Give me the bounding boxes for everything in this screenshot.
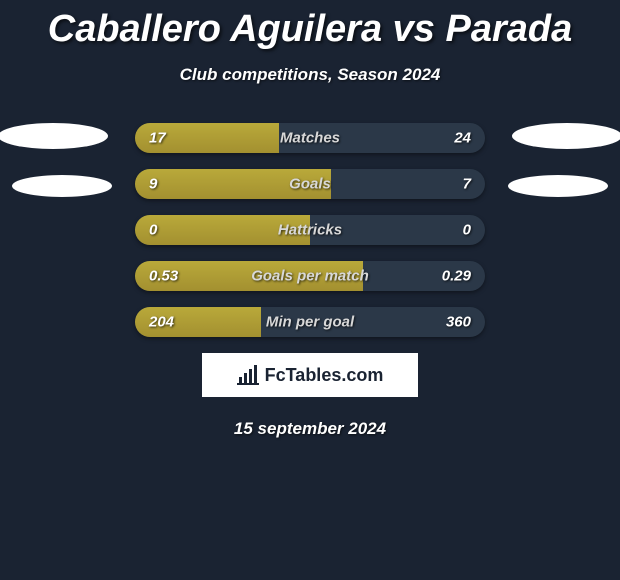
- stat-row: 0.53 Goals per match 0.29: [135, 261, 485, 291]
- stat-label: Goals: [289, 176, 331, 193]
- stat-row: 204 Min per goal 360: [135, 307, 485, 337]
- stat-bars: 17 Matches 24 9 Goals 7 0 Hattricks 0 0.53 Goals p…: [135, 123, 485, 337]
- stat-value-right: 0.29: [442, 268, 471, 285]
- stat-row: 9 Goals 7: [135, 169, 485, 199]
- stat-value-left: 204: [149, 314, 174, 331]
- subtitle: Club competitions, Season 2024: [0, 65, 620, 85]
- stat-value-right: 7: [463, 176, 471, 193]
- team-right-photo-placeholder: [508, 175, 608, 197]
- stat-label: Min per goal: [266, 314, 354, 331]
- stats-content: 17 Matches 24 9 Goals 7 0 Hattricks 0 0.53 Goals p…: [0, 123, 620, 439]
- stat-value-left: 0.53: [149, 268, 178, 285]
- stat-label: Hattricks: [278, 222, 342, 239]
- date-text: 15 september 2024: [10, 419, 610, 439]
- logo-text: FcTables.com: [265, 365, 384, 386]
- stat-row: 17 Matches 24: [135, 123, 485, 153]
- page-title: Caballero Aguilera vs Parada: [0, 0, 620, 51]
- stat-value-left: 0: [149, 222, 157, 239]
- stat-value-right: 0: [463, 222, 471, 239]
- stat-value-left: 17: [149, 130, 166, 147]
- player-right-photo-placeholder: [512, 123, 620, 149]
- stat-label: Matches: [280, 130, 340, 147]
- stat-value-right: 360: [446, 314, 471, 331]
- player-left-photo-placeholder: [0, 123, 108, 149]
- team-left-photo-placeholder: [12, 175, 112, 197]
- stat-value-left: 9: [149, 176, 157, 193]
- stat-value-right: 24: [454, 130, 471, 147]
- fctables-logo: FcTables.com: [202, 353, 418, 397]
- stat-row: 0 Hattricks 0: [135, 215, 485, 245]
- stat-label: Goals per match: [251, 268, 369, 285]
- chart-bar-icon: [237, 365, 259, 385]
